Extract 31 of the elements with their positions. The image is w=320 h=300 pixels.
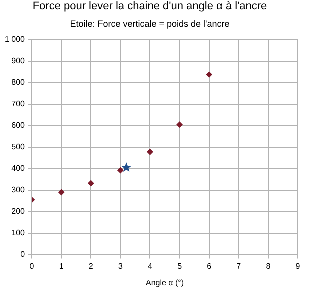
x-axis-title: Angle α (°) [146, 278, 184, 288]
chart-title: Force pour lever la chaine d'un angle α à l'ancre [32, 0, 268, 13]
x-tick-label: 7 [236, 262, 242, 271]
y-tick-label: 200 [12, 207, 26, 216]
x-tick-label: 8 [266, 262, 272, 271]
x-tick-label: 2 [88, 262, 94, 271]
y-tick-label: 600 [12, 121, 26, 130]
x-tick-label: 6 [207, 262, 212, 271]
point [147, 149, 154, 156]
point [176, 122, 183, 128]
y-tick-label: 800 [12, 78, 26, 88]
x-tick-label: 4 [148, 262, 154, 271]
y-tick-label: 700 [12, 100, 26, 109]
chart-subtitle: Etoile: Force verticale = poids de l'ancre [70, 19, 230, 30]
point [118, 168, 124, 174]
y-tick-label: 1 000 [4, 35, 26, 44]
x-tick-label: 9 [296, 262, 301, 271]
point [206, 72, 212, 78]
y-tick-label: 300 [12, 186, 26, 195]
x-tick-label: 1 [59, 262, 64, 271]
point [58, 190, 65, 196]
y-tick-label: 100 [12, 228, 26, 238]
y-tick-label: 900 [12, 56, 26, 66]
y-tick-label: 0 [20, 250, 26, 260]
y-tick-label: 500 [12, 142, 26, 152]
y-tick-label: 400 [12, 164, 26, 174]
x-tick-label: 5 [178, 262, 183, 271]
x-tick-label: 3 [118, 262, 124, 271]
point [122, 162, 132, 172]
point [88, 180, 94, 186]
x-tick-label: 0 [30, 262, 35, 271]
